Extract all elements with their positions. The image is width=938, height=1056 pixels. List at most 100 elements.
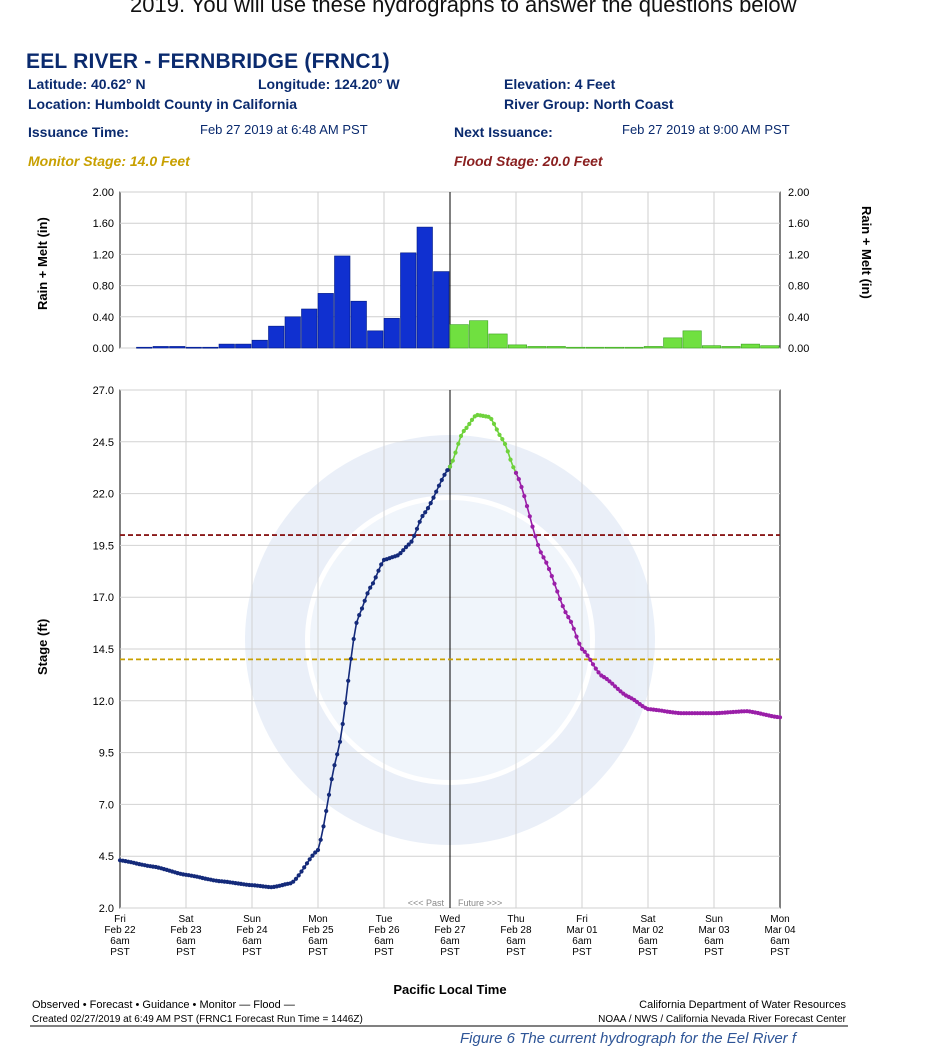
precip-bar-observed <box>235 343 252 349</box>
stage-x-tick-line: Mar 02 <box>632 925 664 936</box>
stage-point-observed <box>412 533 417 539</box>
stage-x-tick-line: 6am <box>770 936 789 947</box>
stage-tick-label: 27.0 <box>93 385 114 397</box>
stage-point-observed <box>417 519 422 524</box>
stage-x-tick-line: PST <box>704 947 723 958</box>
stage-point-guidance <box>544 560 549 565</box>
precip-bar-observed <box>301 308 318 349</box>
stage-point-guidance <box>527 514 532 519</box>
stage-point-observed <box>395 553 400 558</box>
precip-bar-observed <box>218 343 235 349</box>
stage-point-observed <box>337 739 343 744</box>
elevation-text: Elevation: 4 Feet <box>504 76 616 92</box>
flood-stage-text: Flood Stage: 20.0 Feet <box>454 153 603 169</box>
stage-point-observed <box>420 513 425 519</box>
stage-x-tick-label: Mon Feb 25 6am PST <box>302 914 334 958</box>
stage-x-tick-line: 6am <box>110 936 129 947</box>
stage-x-tick-label: Fri Feb 22 6am PST <box>104 914 136 958</box>
stage-point-observed <box>335 752 340 757</box>
stage-point-guidance <box>618 689 623 694</box>
stage-point-observed <box>318 837 323 842</box>
monitor-stage-text: Monitor Stage: 14.0 Feet <box>28 153 190 169</box>
stage-x-tick-line: Sun <box>243 914 261 925</box>
stage-point-observed <box>403 545 409 550</box>
stage-point-observed <box>362 598 367 603</box>
stage-point-guidance <box>590 662 596 667</box>
stage-point-observed <box>332 763 337 768</box>
stage-point-guidance <box>582 649 587 654</box>
stage-point-guidance <box>571 626 576 631</box>
stage-x-tick-line: Feb 22 <box>104 925 136 936</box>
precip-bar-forecast <box>585 346 605 349</box>
stage-tick-label: 14.5 <box>93 644 114 656</box>
stage-x-tick-line: Feb 26 <box>368 925 400 936</box>
precip-bar-observed <box>251 339 268 349</box>
precip-tick-label-right: 2.00 <box>788 187 809 199</box>
precip-y-axis-label-right: Rain + Melt (in) <box>859 206 874 299</box>
stage-point-observed <box>445 468 450 473</box>
stage-y-axis-label: Stage (ft) <box>35 619 50 675</box>
stage-x-tick-line: Tue <box>376 914 393 925</box>
stage-point-forecast <box>456 441 461 446</box>
stage-tick-label: 17.0 <box>93 592 114 604</box>
stage-tick-label: 7.0 <box>99 799 114 811</box>
stage-x-tick-line: Mon <box>770 914 789 925</box>
stage-series-forecast <box>447 412 519 475</box>
stage-point-guidance <box>777 715 783 720</box>
stage-point-forecast <box>508 457 513 462</box>
stage-point-guidance <box>524 504 530 509</box>
stage-x-tick-label: Sat Feb 23 6am PST <box>170 914 202 958</box>
precip-bar-forecast <box>488 333 508 349</box>
stage-point-observed <box>436 483 442 488</box>
latitude-text: Latitude: 40.62° N <box>28 76 146 92</box>
precip-bar-forecast <box>740 343 760 349</box>
stage-x-tick-label: Tue Feb 26 6am PST <box>368 914 400 958</box>
stage-x-tick-label: Sat Mar 02 6am PST <box>632 914 664 958</box>
stage-point-observed <box>351 636 356 642</box>
stage-point-forecast <box>511 465 516 470</box>
stage-point-observed <box>431 495 436 500</box>
stage-point-observed <box>354 620 359 626</box>
stage-x-tick-line: Thu <box>507 914 524 925</box>
stage-point-observed <box>324 808 329 814</box>
precip-bar-observed <box>284 316 301 349</box>
stage-point-forecast <box>464 425 469 430</box>
precip-bar-forecast <box>527 346 547 349</box>
precip-bar-forecast <box>702 345 722 349</box>
stage-x-tick-line: Mar 04 <box>764 925 796 936</box>
precip-tick-label-right: 0.40 <box>788 312 809 324</box>
stage-point-forecast <box>489 416 494 422</box>
stage-tick-label: 9.5 <box>99 748 114 760</box>
stage-x-tick-line: 6am <box>638 936 657 947</box>
precip-bar-forecast <box>624 346 644 349</box>
stage-point-observed <box>434 489 439 494</box>
stage-x-tick-line: PST <box>506 947 525 958</box>
stage-x-tick-line: Mar 01 <box>566 925 598 936</box>
stage-point-forecast <box>458 433 464 439</box>
stage-point-observed <box>442 472 447 477</box>
precip-tick-label-right: 0.80 <box>788 281 809 293</box>
stage-point-guidance <box>568 619 574 625</box>
stage-x-tick-line: Sun <box>705 914 723 925</box>
stage-point-guidance <box>585 653 590 658</box>
stage-point-observed <box>291 879 296 884</box>
precip-tick-label-right: 0.00 <box>788 343 809 355</box>
stage-x-tick-line: Feb 25 <box>302 925 334 936</box>
stage-point-observed <box>359 606 365 611</box>
issuance-value: Feb 27 2019 at 6:48 AM PST <box>200 122 368 137</box>
stage-point-forecast <box>467 421 472 427</box>
precip-bar-forecast <box>760 345 780 349</box>
stage-x-tick-label: Wed Feb 27 6am PST <box>434 914 466 958</box>
river-group-text: River Group: North Coast <box>504 96 674 112</box>
next-issuance-label: Next Issuance: <box>454 124 553 140</box>
stage-point-guidance <box>522 494 527 499</box>
stage-point-observed <box>315 847 321 853</box>
stage-x-tick-line: Feb 24 <box>236 925 268 936</box>
stage-x-tick-line: 6am <box>440 936 459 947</box>
precip-bar-forecast <box>507 344 527 349</box>
stage-point-observed <box>304 861 310 866</box>
stage-x-tick-line: 6am <box>572 936 591 947</box>
stage-x-tick-line: Wed <box>440 914 460 925</box>
stage-x-tick-label: Sun Mar 03 6am PST <box>698 914 730 958</box>
